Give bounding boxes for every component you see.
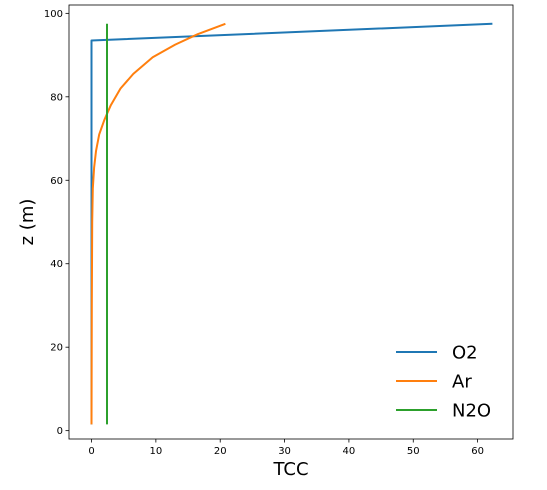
x-axis-ticks: 0 10 20 30 40 50 60	[88, 439, 484, 457]
x-tick-label: 10	[150, 446, 163, 457]
y-tick-label: 100	[44, 9, 63, 20]
series-line-o2	[90, 22, 493, 425]
x-tick-label: 30	[278, 446, 291, 457]
plot-frame	[68, 4, 514, 440]
x-tick-label: 40	[343, 446, 356, 457]
y-axis-label: z (m)	[17, 199, 38, 246]
x-tick-label: 60	[471, 446, 484, 457]
y-tick-label: 0	[57, 426, 63, 437]
legend-label-o2: O2	[452, 343, 478, 364]
y-tick-label: 40	[50, 259, 63, 270]
x-tick-label: 20	[214, 446, 227, 457]
x-axis-label: TCC	[272, 459, 308, 480]
legend: O2 Ar N2O	[396, 343, 491, 422]
y-tick-label: 80	[50, 92, 63, 103]
plot-area	[90, 22, 493, 425]
x-tick-label: 0	[88, 446, 94, 457]
y-axis-ticks: 0 20 40 60 80 100	[44, 9, 69, 437]
legend-label-n2o: N2O	[452, 401, 491, 422]
x-tick-label: 50	[407, 446, 420, 457]
y-tick-label: 60	[50, 176, 63, 187]
legend-label-ar: Ar	[452, 372, 472, 393]
series-line-ar	[90, 22, 226, 425]
y-tick-label: 20	[50, 343, 63, 354]
